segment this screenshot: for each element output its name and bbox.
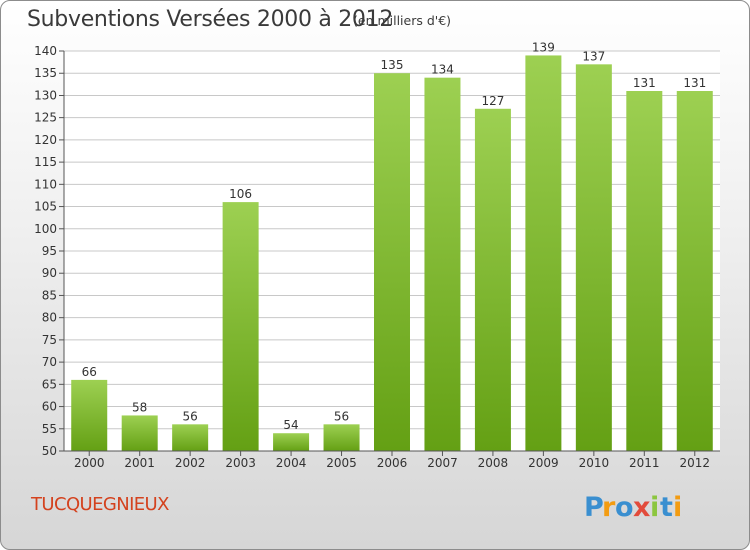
bar xyxy=(424,77,461,452)
x-tick-label: 2008 xyxy=(478,456,509,470)
bar-value-label: 54 xyxy=(283,418,298,432)
bar xyxy=(172,424,209,451)
y-tick-label: 65 xyxy=(42,377,57,391)
proxiti-logo: P r o x i t i xyxy=(584,492,682,523)
svg-text:i: i xyxy=(673,492,682,523)
svg-text:i: i xyxy=(650,492,659,523)
bar xyxy=(626,91,663,451)
y-tick-label: 95 xyxy=(42,244,57,258)
x-tick-label: 2000 xyxy=(74,456,105,470)
bar-value-label: 134 xyxy=(431,63,454,77)
x-tick-label: 2011 xyxy=(629,456,660,470)
x-tick-label: 2001 xyxy=(124,456,155,470)
y-tick-label: 135 xyxy=(34,66,57,80)
x-tick-label: 2003 xyxy=(225,456,256,470)
y-tick-label: 75 xyxy=(42,333,57,347)
bar xyxy=(273,433,310,451)
bar xyxy=(121,415,158,451)
x-tick-label: 2004 xyxy=(276,456,307,470)
x-tick-label: 2007 xyxy=(427,456,458,470)
bar-value-label: 58 xyxy=(132,400,147,414)
chart-subtitle: (en milliers d'€) xyxy=(353,13,452,28)
y-tick-label: 70 xyxy=(42,355,57,369)
bar-value-label: 56 xyxy=(334,409,349,423)
bar-value-label: 106 xyxy=(229,187,252,201)
y-tick-label: 130 xyxy=(34,88,57,102)
bar-value-label: 56 xyxy=(183,409,198,423)
bar-value-label: 131 xyxy=(683,76,706,90)
bar xyxy=(676,91,713,451)
svg-text:o: o xyxy=(615,492,634,523)
x-tick-label: 2010 xyxy=(579,456,610,470)
y-tick-label: 50 xyxy=(42,444,57,458)
bar-value-label: 135 xyxy=(381,58,404,72)
svg-text:r: r xyxy=(602,492,616,523)
bar-value-label: 131 xyxy=(633,76,656,90)
bar-value-label: 66 xyxy=(82,365,97,379)
y-tick-label: 115 xyxy=(34,155,57,169)
x-tick-label: 2009 xyxy=(528,456,559,470)
x-tick-label: 2006 xyxy=(377,456,408,470)
y-tick-label: 60 xyxy=(42,400,57,414)
y-tick-label: 140 xyxy=(34,44,57,58)
y-tick-label: 90 xyxy=(42,266,57,280)
bar-value-label: 137 xyxy=(582,49,605,63)
y-tick-label: 55 xyxy=(42,422,57,436)
x-tick-label: 2012 xyxy=(679,456,710,470)
bar xyxy=(374,73,410,451)
bar xyxy=(525,55,562,451)
svg-text:P: P xyxy=(584,492,604,523)
y-tick-label: 110 xyxy=(34,177,57,191)
chart-title: Subventions Versées 2000 à 2012 xyxy=(27,7,394,32)
y-tick-label: 105 xyxy=(34,200,57,214)
bar xyxy=(71,379,108,451)
bar-value-label: 127 xyxy=(481,94,504,108)
bar xyxy=(323,424,360,451)
svg-text:t: t xyxy=(660,492,673,523)
y-tick-label: 120 xyxy=(34,133,57,147)
x-tick-label: 2005 xyxy=(326,456,357,470)
commune-name: TUCQUEGNIEUX xyxy=(31,494,169,515)
y-tick-label: 100 xyxy=(34,222,57,236)
svg-text:x: x xyxy=(633,492,650,523)
bar-chart: 66 58 56 106 54 56 135 134 127 139 137 131 131 50 55 6… xyxy=(34,40,720,470)
y-tick-label: 125 xyxy=(34,111,57,125)
y-tick-label: 80 xyxy=(42,311,57,325)
bar xyxy=(575,64,612,452)
bar xyxy=(222,202,259,451)
bar xyxy=(474,108,511,452)
y-tick-label: 85 xyxy=(42,288,57,302)
x-tick-label: 2002 xyxy=(175,456,206,470)
bar-value-label: 139 xyxy=(532,40,555,54)
